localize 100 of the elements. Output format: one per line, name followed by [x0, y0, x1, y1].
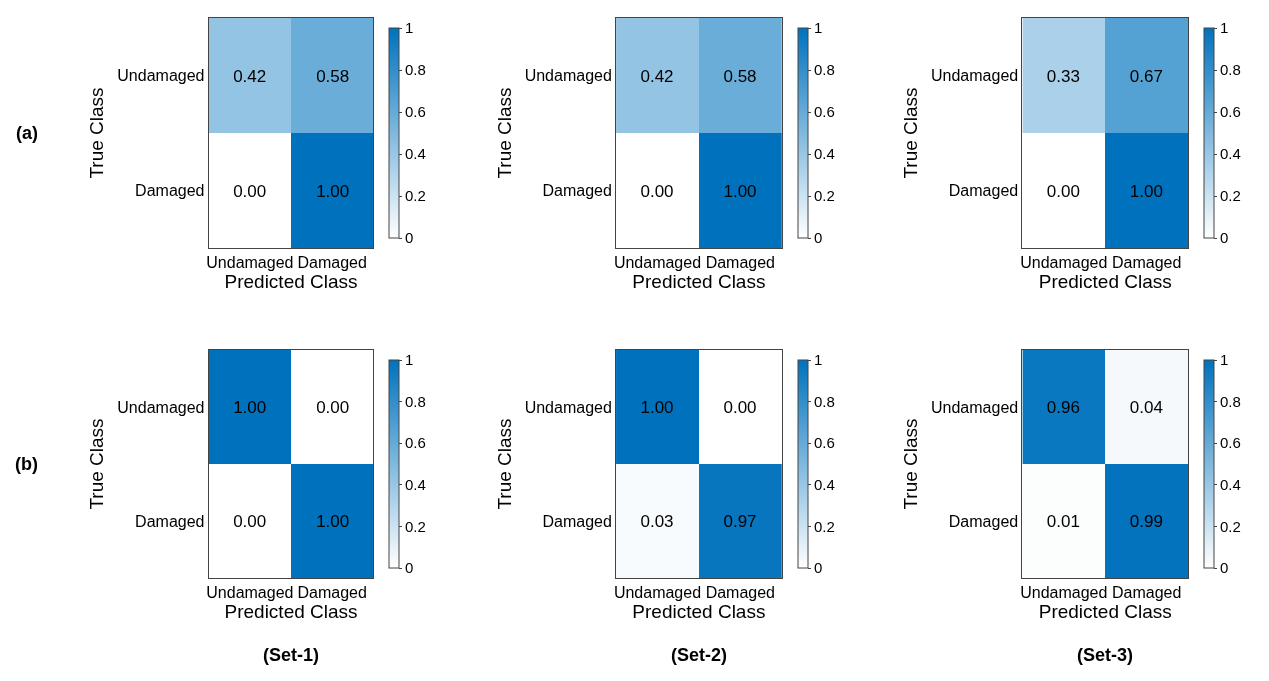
color-bar-label: 0.2: [405, 187, 426, 205]
y-axis-title: True Class: [493, 418, 515, 510]
color-bar-label: 0.2: [814, 187, 835, 205]
x-tick-label: Undamaged: [206, 584, 294, 602]
x-tick-label: Undamaged: [613, 254, 702, 272]
color-bar-label: 0.6: [405, 434, 426, 452]
color-bar-label: 1: [814, 351, 823, 369]
y-tick-label: Undamaged: [524, 398, 612, 416]
color-bar-label: 0.6: [405, 103, 426, 121]
data-label: 0.58: [316, 66, 350, 86]
x-tick-label: Undamaged: [1020, 254, 1108, 272]
x-tick-label: Damaged: [297, 584, 367, 602]
data-label: 0.03: [640, 511, 674, 531]
data-label: 0.97: [723, 511, 757, 531]
data-label: 0.42: [233, 66, 267, 86]
data-label: 0.01: [1046, 511, 1080, 531]
x-tick-label: Damaged: [1112, 254, 1182, 272]
x-tick-label: Undamaged: [613, 584, 702, 602]
color-bar-label: 0.2: [405, 517, 426, 535]
x-tick-label: Undamaged: [206, 254, 294, 272]
y-tick-label: Damaged: [542, 182, 612, 200]
x-axis-title: Predicted Class: [1038, 271, 1172, 293]
color-bar-label: 0: [405, 559, 414, 577]
data-label: 1.00: [1129, 181, 1163, 201]
y-axis-title: True Class: [493, 87, 515, 179]
data-label: 0.00: [640, 181, 674, 201]
x-axis-title: Predicted Class: [632, 601, 766, 623]
y-tick-label: Undamaged: [524, 67, 612, 85]
text: (Set-2): [671, 645, 728, 665]
x-axis-title: Predicted Class: [632, 271, 766, 293]
color-bar-label: 0: [814, 229, 823, 247]
y-tick-label: Damaged: [948, 512, 1019, 530]
color-bar-label: 0.8: [1220, 61, 1241, 79]
color-bar-label: 0.2: [1220, 187, 1241, 205]
color-bar-label: 0.6: [814, 434, 835, 452]
color-bar-label: 0: [814, 559, 823, 577]
data-label: 0.58: [723, 66, 757, 86]
x-axis-title: Predicted Class: [1038, 601, 1172, 623]
data-label: 0.00: [233, 181, 267, 201]
data-label: 0.00: [1046, 181, 1080, 201]
text: (a): [16, 123, 38, 143]
color-bar-label: 1: [1220, 19, 1229, 37]
y-tick-label: Undamaged: [117, 67, 205, 85]
y-tick-label: Undamaged: [931, 398, 1019, 416]
data-label: 0.99: [1129, 511, 1163, 531]
y-tick-label: Damaged: [135, 182, 205, 200]
x-tick-label: Damaged: [297, 254, 367, 272]
text: (Set-3): [1077, 645, 1134, 665]
data-label: 1.00: [723, 181, 757, 201]
color-bar-label: 0.4: [405, 476, 426, 494]
data-label: 1.00: [640, 397, 674, 417]
color-bar-label: 0.4: [1220, 476, 1241, 494]
data-label: 0.00: [233, 511, 267, 531]
y-axis-title: True Class: [86, 87, 108, 179]
x-axis-title: Predicted Class: [224, 271, 358, 293]
color-bar-label: 0.8: [814, 392, 835, 410]
color-bar-label: 0.2: [1220, 517, 1241, 535]
x-tick-label: Damaged: [1112, 584, 1182, 602]
y-axis-title: True Class: [86, 418, 108, 510]
x-axis-title: Predicted Class: [224, 601, 358, 623]
data-label: 0.96: [1046, 397, 1080, 417]
color-bar-label: 0.8: [405, 61, 426, 79]
color-bar-label: 0.8: [405, 392, 426, 410]
color-bar-label: 0.8: [1220, 392, 1241, 410]
color-bar-label: 1: [1220, 351, 1229, 369]
data-label: 0.33: [1046, 66, 1080, 86]
color-bar-label: 1: [814, 19, 823, 37]
x-tick-label: Undamaged: [1020, 584, 1108, 602]
text: (Set-1): [263, 645, 320, 665]
data-label: 1.00: [233, 397, 267, 417]
y-tick-label: Undamaged: [117, 398, 205, 416]
color-bar-label: 0.4: [814, 476, 835, 494]
y-axis-title: True Class: [899, 87, 921, 179]
data-label: 1.00: [316, 181, 350, 201]
data-label: 0.00: [316, 397, 350, 417]
color-bar-label: 0.4: [1220, 145, 1241, 163]
text: (b): [15, 454, 38, 474]
color-bar-label: 0.4: [814, 145, 835, 163]
color-bar-label: 0.6: [814, 103, 835, 121]
color-bar-label: 0: [405, 229, 414, 247]
y-axis-title: True Class: [899, 418, 921, 510]
color-bar-label: 1: [405, 19, 414, 37]
y-tick-label: Undamaged: [931, 67, 1019, 85]
y-tick-label: Damaged: [948, 182, 1019, 200]
y-tick-label: Damaged: [135, 512, 205, 530]
color-bar-label: 0.6: [1220, 103, 1241, 121]
color-bar-label: 1: [405, 351, 414, 369]
color-bar-label: 0: [1220, 229, 1229, 247]
color-bar-label: 0: [1220, 559, 1229, 577]
x-tick-label: Damaged: [705, 584, 776, 602]
data-label: 1.00: [316, 511, 350, 531]
data-label: 0.42: [640, 66, 674, 86]
data-label: 0.00: [723, 397, 757, 417]
color-bar-label: 0.2: [814, 517, 835, 535]
color-bar-label: 0.4: [405, 145, 426, 163]
y-tick-label: Damaged: [542, 512, 612, 530]
color-bar-label: 0.8: [814, 61, 835, 79]
x-tick-label: Damaged: [705, 254, 776, 272]
color-bar-label: 0.6: [1220, 434, 1241, 452]
data-label: 0.67: [1129, 66, 1163, 86]
